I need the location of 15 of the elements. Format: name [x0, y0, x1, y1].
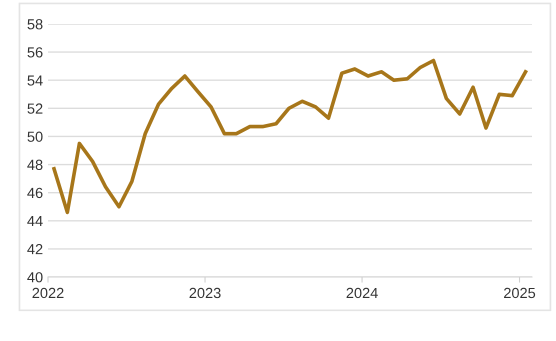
y-tick-label: 58 [28, 19, 43, 30]
x-tick-label: 2023 [190, 288, 221, 298]
y-tick-label: 50 [28, 132, 43, 142]
y-tick-label: 42 [27, 244, 42, 254]
x-tick-label: 2022 [32, 288, 64, 298]
y-tick-label: 44 [27, 216, 43, 226]
y-tick-label: 48 [27, 160, 43, 170]
y-tick-label: 52 [28, 103, 42, 114]
y-tick-label: 56 [28, 47, 42, 58]
y-tick-label: 46 [27, 188, 42, 198]
y-tick-label: 40 [27, 272, 43, 282]
line-series [52, 58, 528, 214]
x-tick-label: 2025 [504, 288, 536, 298]
x-tick-label: 2024 [346, 288, 378, 298]
y-tick-label: 54 [28, 75, 43, 86]
